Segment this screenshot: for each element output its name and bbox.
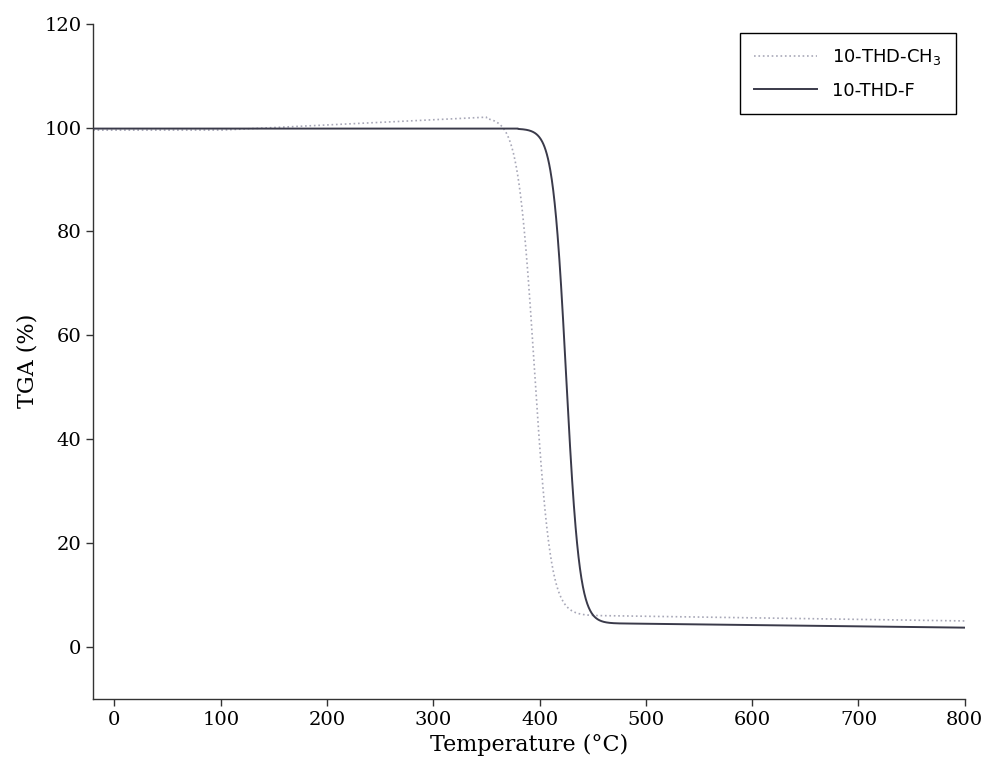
10-THD-CH$_3$ [87,125,99,135]
10-THD-F [942,623,954,632]
10-THD-CH$_3$ [459,114,471,123]
Line: 10-THD-F: 10-THD-F [93,128,965,628]
10-THD-CH$_3$ [959,616,971,625]
Y-axis label: TGA (%): TGA (%) [17,314,39,408]
10-THD-F [959,623,971,632]
10-THD-CH$_3$ [238,124,250,134]
10-THD-CH$_3$ [187,125,199,135]
10-THD-F [187,124,199,133]
10-THD-F [848,621,860,631]
10-THD-CH$_3$ [421,115,433,124]
10-THD-CH$_3$ [480,113,492,122]
10-THD-F [87,124,99,133]
10-THD-F [421,124,433,133]
10-THD-CH$_3$ [942,616,954,625]
10-THD-F [238,124,250,133]
10-THD-CH$_3$ [848,615,860,624]
Line: 10-THD-CH$_3$: 10-THD-CH$_3$ [93,117,965,621]
X-axis label: Temperature (°C): Temperature (°C) [430,734,628,756]
10-THD-F [459,124,471,133]
Legend: 10-THD-CH$_3$, 10-THD-F: 10-THD-CH$_3$, 10-THD-F [740,32,956,114]
